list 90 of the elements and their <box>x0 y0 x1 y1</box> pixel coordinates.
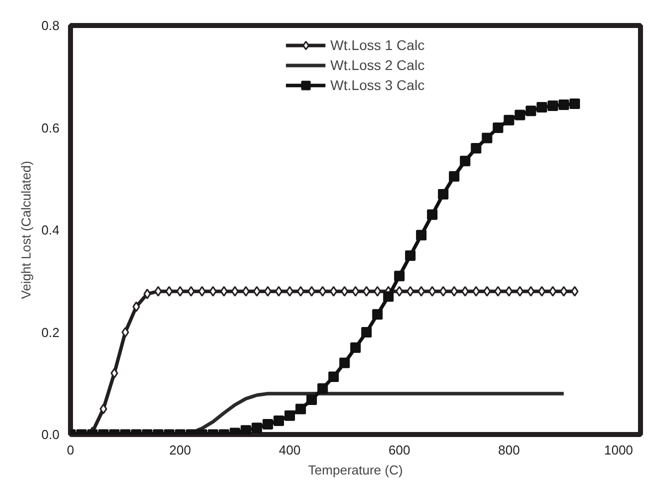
point <box>394 270 405 282</box>
legend-label: Wt.Loss 1 Calc <box>330 37 425 53</box>
legend-label: Wt.Loss 3 Calc <box>330 77 425 93</box>
y-tick-label: 0.4 <box>41 222 60 238</box>
point <box>295 404 306 414</box>
point <box>100 404 108 414</box>
y-tick-label: 0.6 <box>41 120 60 136</box>
point <box>374 286 382 297</box>
point <box>308 286 316 297</box>
point <box>482 132 492 144</box>
point <box>176 286 184 297</box>
x-tick-label: 400 <box>278 442 301 458</box>
point <box>505 286 513 297</box>
x-tick-label: 0 <box>66 442 74 458</box>
point <box>538 286 546 297</box>
point <box>350 342 361 353</box>
point <box>296 286 304 297</box>
point <box>470 142 482 154</box>
point <box>548 100 558 112</box>
legend-label: Wt.Loss 2 Calc <box>330 57 425 73</box>
point <box>428 286 436 297</box>
point <box>361 327 372 338</box>
point <box>209 286 217 297</box>
point <box>438 188 448 200</box>
point <box>352 286 360 297</box>
point <box>220 286 228 297</box>
point <box>450 286 458 297</box>
point <box>330 286 338 297</box>
point <box>372 309 383 320</box>
point <box>317 383 328 394</box>
point <box>340 286 348 297</box>
y-tick-label: 0.8 <box>41 18 60 33</box>
point <box>536 102 548 113</box>
point <box>110 368 118 378</box>
point <box>275 286 283 297</box>
point <box>274 415 284 426</box>
x-axis-title: Temperature (C) <box>308 462 403 478</box>
point <box>143 288 151 300</box>
point <box>416 230 427 240</box>
x-tick-label: 1000 <box>604 442 634 458</box>
point <box>516 286 524 297</box>
point <box>527 286 535 297</box>
point <box>560 286 568 297</box>
point <box>252 422 262 434</box>
y-axis-title: Veight Lost (Calculated) <box>18 160 34 300</box>
point <box>558 99 570 110</box>
point <box>240 425 252 434</box>
point <box>262 419 274 430</box>
point <box>526 106 536 116</box>
point <box>165 286 173 297</box>
point <box>514 110 526 120</box>
point <box>328 371 339 382</box>
point <box>405 250 416 261</box>
point <box>383 291 394 302</box>
point <box>396 286 404 297</box>
point <box>504 114 514 126</box>
point <box>122 327 130 338</box>
x-tick-label: 200 <box>169 442 191 458</box>
y-tick-label: 0.0 <box>41 427 60 442</box>
point <box>242 286 250 297</box>
point <box>569 98 580 109</box>
point <box>460 156 470 166</box>
point <box>264 286 272 297</box>
point <box>286 286 294 297</box>
point <box>253 286 261 297</box>
point <box>284 410 295 421</box>
point <box>472 286 480 297</box>
point <box>198 286 206 297</box>
point <box>570 286 578 297</box>
x-tick-label: 800 <box>498 442 520 458</box>
point <box>439 286 447 297</box>
point <box>231 286 239 297</box>
point <box>362 286 370 297</box>
point <box>426 209 438 220</box>
point <box>318 286 326 297</box>
point <box>448 171 460 182</box>
point <box>549 286 557 297</box>
x-tick-label: 600 <box>388 442 410 458</box>
point <box>418 286 426 297</box>
point <box>494 286 502 297</box>
y-tick-label: 0.2 <box>41 324 60 340</box>
point <box>132 301 140 312</box>
point <box>306 394 317 405</box>
point <box>187 286 195 297</box>
point <box>483 286 491 297</box>
point <box>461 286 469 297</box>
point <box>406 286 414 297</box>
point <box>154 286 162 297</box>
point <box>492 122 504 133</box>
point <box>339 358 350 368</box>
